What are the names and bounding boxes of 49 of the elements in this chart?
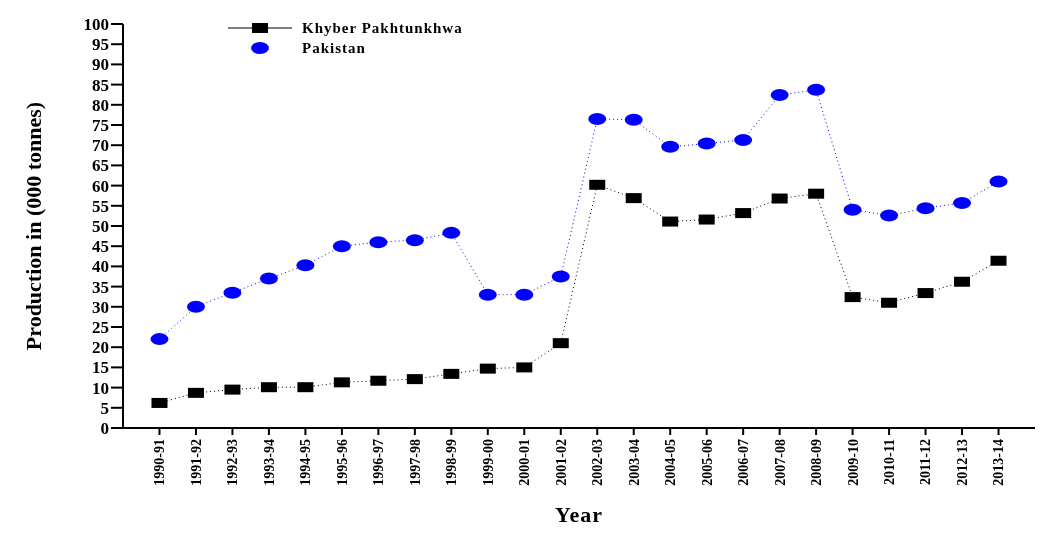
y-tick-label: 70 — [92, 136, 109, 156]
y-tick-label: 0 — [100, 419, 109, 439]
y-tick-label: 30 — [92, 297, 109, 317]
y-tick-label: 55 — [92, 196, 109, 216]
y-tick-label: 100 — [83, 15, 109, 35]
x-tick-label: 2005-06 — [699, 439, 715, 486]
legend-label: Pakistan — [302, 39, 366, 57]
x-tick-label: 2000-01 — [517, 439, 533, 486]
y-tick-label: 35 — [92, 277, 109, 297]
y-tick-label: 25 — [92, 318, 109, 338]
x-tick-label: 2007-08 — [772, 439, 788, 486]
x-tick-label: 2003-04 — [626, 439, 642, 486]
x-tick-label: 2004-05 — [663, 439, 679, 486]
x-tick-label: 1991-92 — [188, 439, 204, 486]
y-tick-label: 40 — [92, 257, 109, 277]
y-tick-label: 75 — [92, 116, 109, 136]
x-tick-label: 1995-96 — [334, 439, 350, 486]
y-tick-label: 10 — [92, 378, 109, 398]
y-tick-label: 20 — [92, 338, 109, 358]
x-tick-label: 2006-07 — [736, 439, 752, 486]
x-tick-label: 1996-97 — [371, 439, 387, 486]
y-tick-label: 65 — [92, 156, 109, 176]
y-tick-label: 45 — [92, 237, 109, 257]
y-tick-label: 50 — [92, 217, 109, 237]
x-tick-label: 2012-13 — [954, 439, 970, 486]
x-tick-label: 1993-94 — [261, 439, 277, 486]
legend-label: Khyber Pakhtunkhwa — [302, 19, 463, 37]
x-axis-title: Year — [555, 502, 603, 527]
y-tick-label: 95 — [92, 35, 109, 55]
y-axis-title: Production in (000 tonnes) — [20, 101, 46, 351]
x-tick-label: 2013-14 — [991, 439, 1007, 486]
x-tick-label: 2002-03 — [590, 439, 606, 486]
x-tick-label: 1999-00 — [480, 439, 496, 486]
y-tick-label: 80 — [92, 95, 109, 115]
y-tick-label: 15 — [92, 358, 109, 378]
x-tick-label: 2008-09 — [809, 439, 825, 486]
x-tick-label: 1994-95 — [298, 439, 314, 486]
x-tick-label: 1992-93 — [225, 439, 241, 486]
y-tick-label: 60 — [92, 176, 109, 196]
x-tick-label: 1997-98 — [407, 439, 423, 486]
y-tick-label: 90 — [92, 55, 109, 75]
y-tick-label: 85 — [92, 75, 109, 95]
x-tick-label: 2001-02 — [553, 439, 569, 486]
x-tick-label: 2011-12 — [918, 439, 934, 485]
x-tick-label: 1998-99 — [444, 439, 460, 486]
x-tick-label: 2010-11 — [882, 439, 898, 485]
x-tick-label: 1990-91 — [152, 439, 168, 486]
y-tick-label: 5 — [100, 398, 109, 418]
x-tick-label: 2009-10 — [845, 439, 861, 486]
